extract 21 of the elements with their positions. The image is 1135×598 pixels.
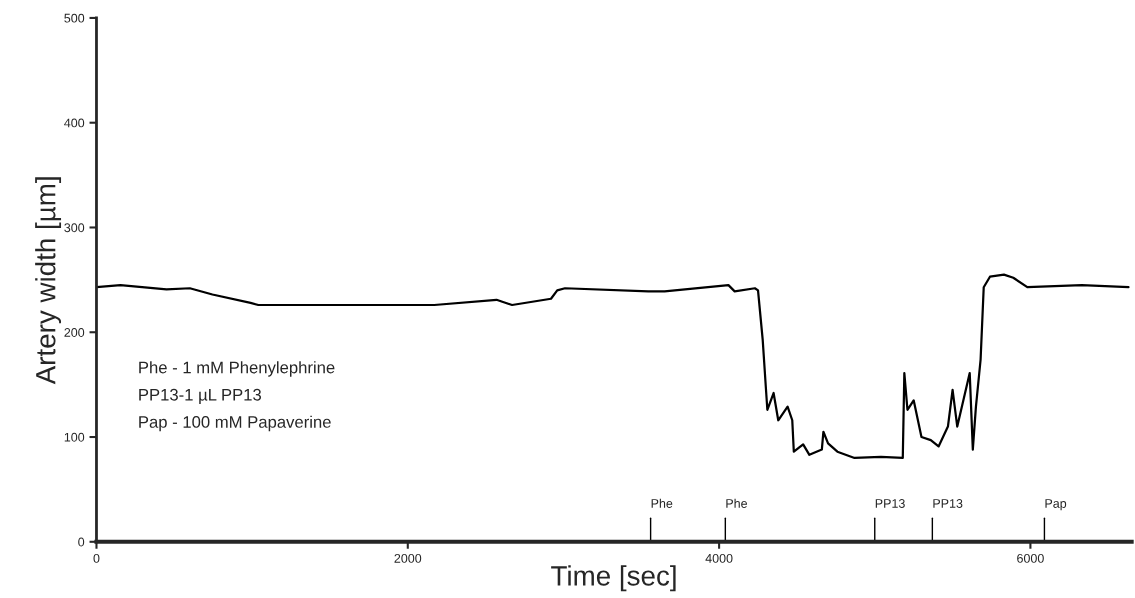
ref-line-label: Pap [1045,499,1067,511]
y-axis-title: Artery width [µm] [35,177,62,385]
annotation: Pap - 100 mM Papaverine [139,415,331,432]
ref-line-label: Phe [651,498,673,508]
ref-line-label: Phe [726,498,748,508]
x-tick-label: 0 [93,553,100,563]
y-tick-label: 300 [64,223,85,233]
x-tick-label: 4000 [705,553,733,563]
line-series [96,273,1130,460]
y-tick-label: 200 [64,328,85,337]
annotation: PP13-1 µL PP13 [139,388,262,404]
x-tick-label: 6000 [1017,553,1044,563]
y-tick-label: 400 [64,118,85,128]
x-tick-label: 2000 [394,553,422,563]
y-tick-label: 0 [78,537,85,547]
ref-line-label: PP13 [933,499,963,508]
y-tick-label: 100 [64,432,85,442]
y-tick-label: 500 [64,13,85,23]
ref-line-label: PP13 [875,499,905,508]
x-axis-title: Time [sec] [551,565,676,592]
annotation: Phe - 1 mM Phenylephrine [139,361,335,377]
